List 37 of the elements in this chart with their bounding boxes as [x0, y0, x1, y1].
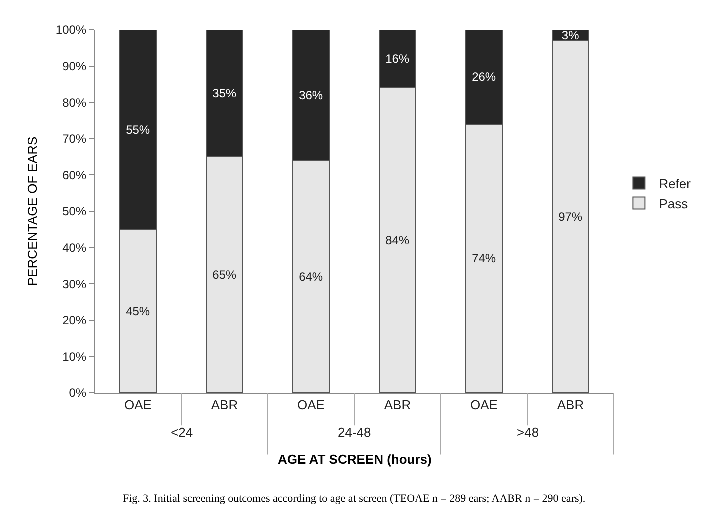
- data-label: 84%: [386, 234, 410, 248]
- x-tick-label: ABR: [211, 398, 238, 413]
- y-tick-label: 70%: [62, 132, 87, 146]
- text: <24: [171, 425, 194, 440]
- text: 24-48: [338, 425, 372, 440]
- x-tick-label: OAE: [298, 398, 326, 413]
- y-tick-label: 100%: [56, 23, 87, 38]
- data-label: 16%: [386, 52, 410, 66]
- text: >48: [517, 425, 540, 440]
- y-tick-label: 80%: [62, 96, 87, 110]
- x-tick-label: ABR: [384, 398, 412, 413]
- data-label: 65%: [212, 268, 237, 282]
- data-label: 26%: [472, 70, 496, 84]
- data-label: 97%: [558, 210, 583, 224]
- data-label: 55%: [126, 122, 150, 137]
- y-tick-label: 20%: [62, 314, 87, 328]
- x-axis-title: AGE AT SCREEN (hours): [278, 452, 432, 467]
- y-tick-label: 10%: [62, 350, 87, 364]
- data-label: 3%: [562, 28, 580, 42]
- y-tick-label: 50%: [62, 204, 87, 219]
- legend-label: Refer: [659, 176, 692, 192]
- y-tick-label: 90%: [62, 60, 87, 74]
- x-tick-label: OAE: [470, 398, 498, 413]
- y-axis-title: PERCENTAGE OF EARS: [24, 136, 40, 286]
- data-label: 35%: [212, 86, 237, 101]
- data-label: 64%: [299, 270, 324, 284]
- data-label: 45%: [126, 304, 150, 318]
- y-tick-label: 0%: [69, 386, 87, 400]
- x-tick-label: OAE: [124, 398, 152, 413]
- caption: Fig. 3. Initial screening outcomes according to age at screen (TEOAE n = 289 ears; AABR n = 290 ears).: [123, 493, 586, 505]
- y-tick-label: 30%: [62, 277, 87, 292]
- data-label: 74%: [472, 252, 496, 266]
- x-tick-label: ABR: [557, 398, 584, 413]
- y-tick-label: 60%: [62, 168, 87, 182]
- data-label: 36%: [299, 88, 324, 102]
- legend-label: Pass: [659, 196, 689, 212]
- y-tick-label: 40%: [62, 241, 87, 255]
